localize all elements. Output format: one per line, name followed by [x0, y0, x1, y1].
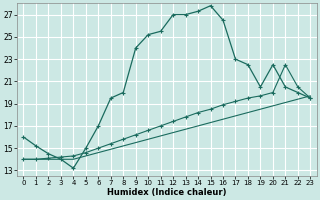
X-axis label: Humidex (Indice chaleur): Humidex (Indice chaleur): [107, 188, 227, 197]
